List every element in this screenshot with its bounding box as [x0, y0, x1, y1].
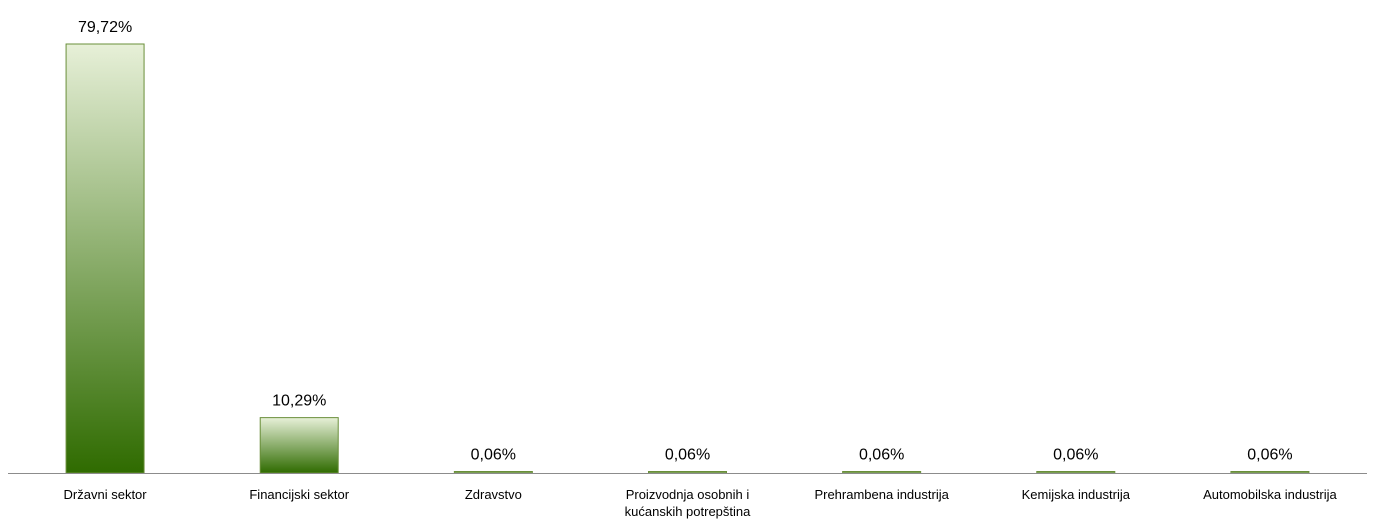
x-tick-label-1: Državni sektor [64, 487, 148, 502]
value-labels-layer: 79,72% 10,29% 0,06% 0,06% 0,06% 0,06% 0,06% [78, 19, 1293, 464]
x-tick-label-line: Kemijska industrija [1022, 487, 1131, 502]
x-tick-label-line: Automobilska industrija [1203, 487, 1337, 502]
bar-2 [259, 417, 339, 474]
bar-5 [842, 471, 922, 474]
data-label-5: 0,06% [859, 447, 904, 464]
x-tick-label-line: Zdravstvo [465, 487, 522, 502]
x-tick-label-line: kućanskih potrepština [625, 504, 752, 519]
data-label-2: 10,29% [272, 393, 326, 410]
x-tick-label-2: Financijski sektor [249, 487, 349, 502]
x-tick-label-line: Državni sektor [64, 487, 148, 502]
bar-6 [1036, 471, 1116, 474]
x-tick-label-line: Proizvodnja osobnih i [626, 487, 750, 502]
x-tick-label-line: Financijski sektor [249, 487, 349, 502]
x-tick-label-line: Prehrambena industrija [814, 487, 949, 502]
bar-7 [1230, 471, 1310, 474]
data-label-4: 0,06% [665, 447, 710, 464]
bar-4 [648, 471, 727, 474]
x-tick-label-7: Automobilska industrija [1203, 487, 1337, 502]
bar-1 [65, 43, 145, 474]
data-label-1: 79,72% [78, 19, 132, 36]
x-tick-label-4: Proizvodnja osobnih i kućanskih potrepšti… [625, 487, 752, 519]
data-label-6: 0,06% [1053, 447, 1098, 464]
bar-3 [453, 471, 533, 474]
x-tick-label-6: Kemijska industrija [1022, 487, 1131, 502]
bars-layer [65, 43, 1310, 474]
tick-labels-layer: Državni sektor Financijski sektor Zdravstv… [64, 487, 1338, 519]
data-label-3: 0,06% [471, 447, 516, 464]
x-tick-label-5: Prehrambena industrija [814, 487, 949, 502]
data-label-7: 0,06% [1247, 447, 1292, 464]
x-tick-label-3: Zdravstvo [465, 487, 522, 502]
